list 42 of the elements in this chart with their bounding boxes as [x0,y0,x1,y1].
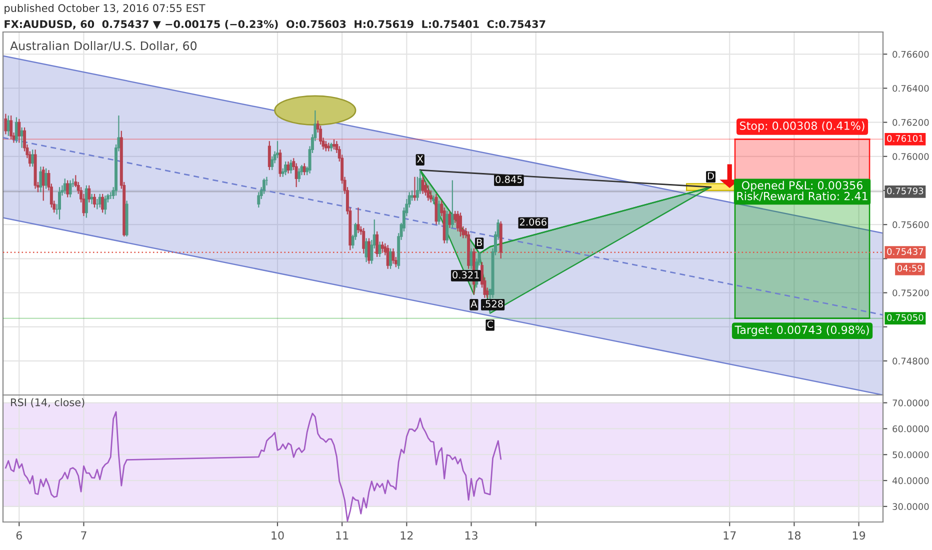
y-tick-label: 0.75600 [892,221,929,228]
x-tick-label: 11 [336,531,348,540]
annotation: X [417,155,424,162]
annotation: .528 [483,300,503,308]
annotation: A [470,300,478,308]
annotation: Opened P&L: 0.00356 Risk/Reward Ratio: 2.41 [737,180,868,202]
series-label: Target: 0.00743 (0.98%) [734,325,869,336]
x-tick-label: 7 [81,531,86,540]
x-tick-label: 12 [400,531,413,540]
chart-title: RSI (14, close) [11,398,84,408]
annotation: 0.321 [452,271,479,279]
ref-line-label: 0.76101 [887,134,924,142]
y-tick-label: 60.0000 [892,425,929,432]
y-tick-label: 0.76600 [892,50,929,58]
x-tick-label: 18 [788,531,800,540]
ref-line-label: 0.75437 [887,248,924,255]
x-tick-label: 19 [852,531,866,540]
y-tick-label: 0.76200 [892,119,929,126]
annotation: 2.066 [520,218,546,226]
ref-line-label: 0.75793 [887,187,924,194]
text: Australian Dollar/U.S. Dollar, 60 [10,41,197,52]
y-tick-label: 0.76400 [892,84,929,92]
y-tick-label: 0.76000 [892,153,929,160]
x-tick-label: 13 [465,531,478,540]
text: published October 13, 2016 07:55 EST [4,4,206,14]
y-tick-label: 0.75200 [892,289,929,296]
y-tick-label: 30.0000 [892,503,929,510]
x-tick-label: 17 [724,531,736,540]
x-tick-label: 6 [16,531,22,540]
text: 04:59 [897,264,922,272]
x-tick-label: 10 [272,531,284,540]
annotation: 0.845 [496,176,522,184]
annotation: C [487,320,493,328]
text: FX:AUDUSD, 60 0.75437 ▼ −0.00175 (−0.23%) O:0.75603 H:0.75619 L:0.75401 C:0.75437 [4,20,546,30]
series-label: Stop: 0.00308 (0.41%) [740,121,864,132]
annotation: D [708,172,714,180]
y-tick-label: 40.0000 [892,477,929,484]
ref-line-label: 0.75050 [887,314,924,321]
annotation: B [476,238,482,246]
y-tick-label: 0.74800 [892,358,929,364]
y-tick-label: 50.0000 [892,451,929,458]
y-tick-label: 70.0000 [892,400,929,406]
